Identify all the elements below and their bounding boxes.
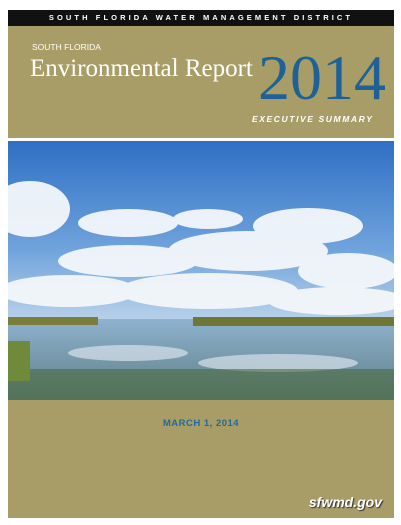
report-title: Environmental Report [30,55,253,83]
wetland-photo [8,141,394,400]
page: SOUTH FLORIDA WATER MANAGEMENT DISTRICT … [0,0,401,525]
report-date: MARCH 1, 2014 [8,418,394,429]
subtitle: EXECUTIVE SUMMARY [252,114,374,124]
footer-band: MARCH 1, 2014 sfwmd.gov [8,400,394,518]
report-cover: SOUTH FLORIDA WATER MANAGEMENT DISTRICT … [8,10,394,518]
report-year: 2014 [258,46,386,110]
region: SOUTH FLORIDA [32,42,101,52]
agency-bar: SOUTH FLORIDA WATER MANAGEMENT DISTRICT [8,10,394,26]
header-band: SOUTH FLORIDA Environmental Report 2014 … [8,26,394,138]
website: sfwmd.gov [309,494,382,510]
